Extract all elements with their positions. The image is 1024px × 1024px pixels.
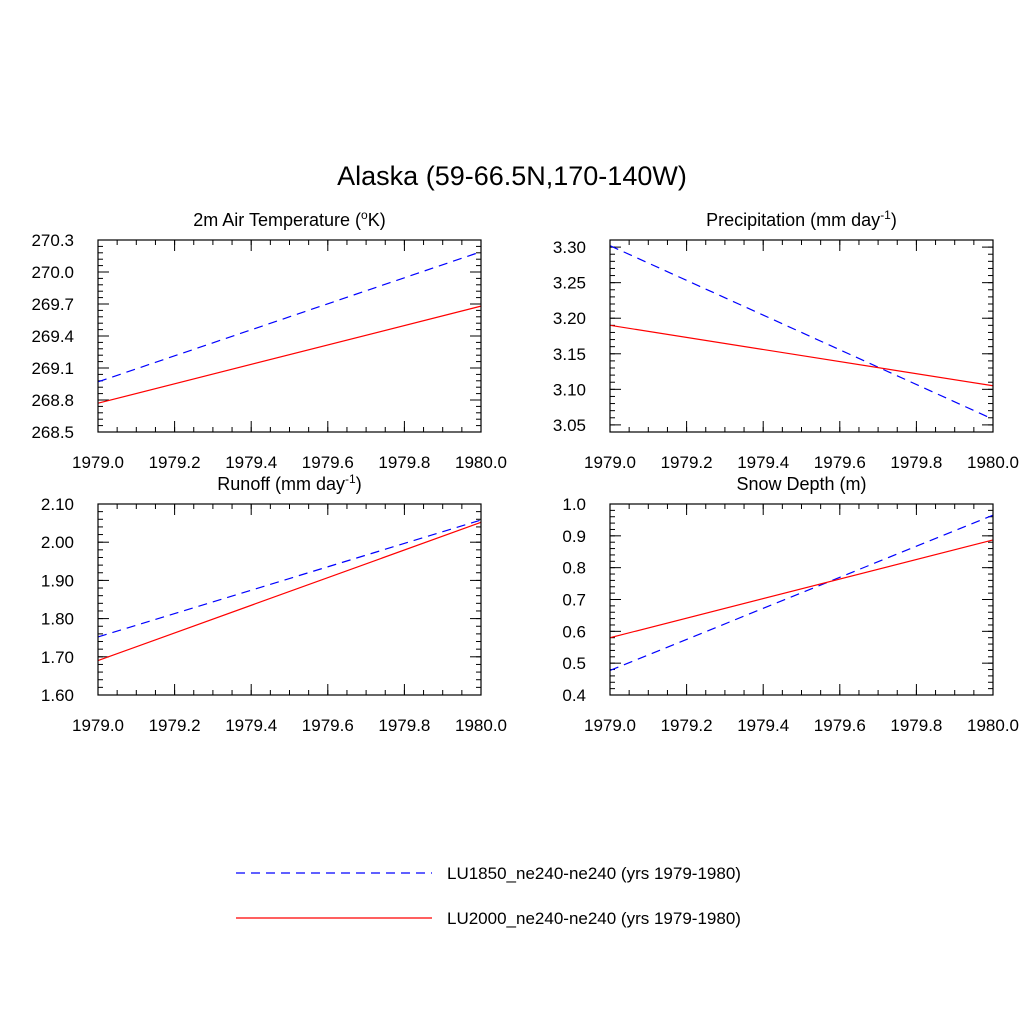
panel-runoff: Runoff (mm day-1) 1979.0 1979.2 1979.4 1979.…	[41, 472, 507, 735]
air-temperature-x-tick-label: 1979.2	[149, 453, 201, 472]
snow-depth-x-tick-label: 1979.2	[661, 716, 713, 735]
precipitation-y-tick-label: 3.10	[553, 380, 586, 399]
precipitation-y-tick-label: 3.30	[553, 238, 586, 257]
snow-depth-y-tick-label: 1.0	[562, 495, 586, 514]
panel-air-temperature: 2m Air Temperature (oK) 1979.0 1979.2 1979.…	[31, 208, 507, 472]
air-temperature-x-tick-label: 1979.8	[378, 453, 430, 472]
snow-depth-title: Snow Depth (m)	[736, 474, 866, 494]
precipitation-x-tick-label: 1979.4	[737, 453, 789, 472]
snow-depth-y-tick-label: 0.9	[562, 527, 586, 546]
runoff-x-tick-label: 1979.6	[302, 716, 354, 735]
figure-title: Alaska (59-66.5N,170-140W)	[337, 161, 687, 191]
runoff-series-lu1850	[97, 519, 482, 638]
snow-depth-y-tick-label: 0.4	[562, 686, 586, 705]
precipitation-plot-frame	[609, 239, 994, 433]
panel-snow-depth: Snow Depth (m) 1979.0 1979.2 1979.4 1979.6 19…	[562, 474, 1019, 735]
air-temperature-y-tick-label: 270.3	[31, 231, 74, 250]
precipitation-y-tick-label: 3.25	[553, 274, 586, 293]
precipitation-x-tick-label: 1979.2	[661, 453, 713, 472]
runoff-x-tick-label: 1979.4	[225, 716, 277, 735]
snow-depth-x-tick-label: 1979.8	[890, 716, 942, 735]
snow-depth-y-tick-label: 0.6	[562, 622, 586, 641]
runoff-title: Runoff (mm day-1)	[217, 472, 361, 494]
precipitation-x-tick-label: 1979.6	[814, 453, 866, 472]
air-temperature-series-lu2000	[97, 305, 482, 404]
air-temperature-title: 2m Air Temperature (oK)	[193, 208, 385, 230]
snow-depth-x-tick-label: 1980.0	[967, 716, 1019, 735]
runoff-y-tick-label: 1.90	[41, 571, 74, 590]
air-temperature-y-tick-label: 268.5	[31, 423, 74, 442]
air-temperature-x-tick-label: 1980.0	[455, 453, 507, 472]
snow-depth-y-tick-label: 0.5	[562, 654, 586, 673]
precipitation-series-lu1850	[609, 245, 994, 420]
runoff-y-tick-label: 2.10	[41, 495, 74, 514]
snow-depth-series-lu1850	[609, 514, 994, 672]
snow-depth-x-tick-label: 1979.0	[584, 716, 636, 735]
runoff-x-tick-label: 1979.8	[378, 716, 430, 735]
air-temperature-x-tick-label: 1979.6	[302, 453, 354, 472]
legend: LU1850_ne240-ne240 (yrs 1979-1980) LU200…	[236, 864, 741, 928]
air-temperature-plot-frame	[97, 239, 482, 433]
snow-depth-plot-frame	[609, 503, 994, 696]
runoff-y-tick-label: 1.80	[41, 610, 74, 629]
snow-depth-y-tick-label: 0.8	[562, 559, 586, 578]
runoff-x-tick-label: 1979.2	[149, 716, 201, 735]
air-temperature-y-tick-label: 269.7	[31, 295, 74, 314]
precipitation-x-tick-label: 1979.8	[890, 453, 942, 472]
runoff-plot-frame	[97, 503, 482, 696]
precipitation-y-tick-label: 3.05	[553, 416, 586, 435]
precipitation-y-tick-label: 3.20	[553, 309, 586, 328]
precipitation-series-lu2000	[609, 324, 994, 387]
runoff-x-tick-label: 1980.0	[455, 716, 507, 735]
runoff-y-tick-label: 2.00	[41, 533, 74, 552]
snow-depth-series-lu2000	[609, 539, 994, 639]
precipitation-title: Precipitation (mm day-1)	[706, 208, 897, 230]
precipitation-y-tick-label: 3.15	[553, 345, 586, 364]
runoff-series-lu2000	[97, 521, 482, 662]
panel-precipitation: Precipitation (mm day-1) 1979.0 1979.2 1979…	[553, 208, 1019, 472]
snow-depth-x-tick-label: 1979.6	[814, 716, 866, 735]
runoff-y-tick-label: 1.70	[41, 648, 74, 667]
runoff-y-tick-label: 1.60	[41, 686, 74, 705]
runoff-x-tick-label: 1979.0	[72, 716, 124, 735]
snow-depth-x-tick-label: 1979.4	[737, 716, 789, 735]
precipitation-x-tick-label: 1980.0	[967, 453, 1019, 472]
precipitation-x-tick-label: 1979.0	[584, 453, 636, 472]
snow-depth-y-tick-label: 0.7	[562, 591, 586, 610]
air-temperature-x-tick-label: 1979.0	[72, 453, 124, 472]
air-temperature-y-tick-label: 269.1	[31, 359, 74, 378]
air-temperature-x-tick-label: 1979.4	[225, 453, 277, 472]
air-temperature-y-tick-label: 268.8	[31, 391, 74, 410]
air-temperature-series-lu1850	[97, 251, 482, 383]
air-temperature-y-tick-label: 270.0	[31, 263, 74, 282]
air-temperature-y-tick-label: 269.4	[31, 327, 74, 346]
legend-label-lu2000: LU2000_ne240-ne240 (yrs 1979-1980)	[447, 909, 741, 928]
legend-label-lu1850: LU1850_ne240-ne240 (yrs 1979-1980)	[447, 864, 741, 883]
